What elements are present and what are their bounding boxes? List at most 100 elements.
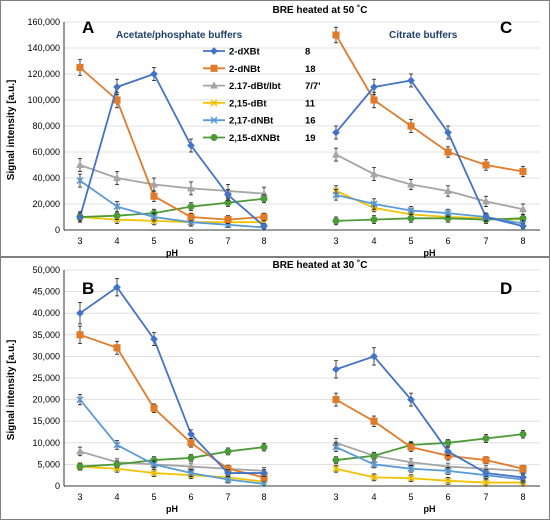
top-y-tick-label: 0 [55, 225, 60, 235]
panel-a-x-tick-label: 7 [225, 236, 230, 246]
panel-a-data-point [260, 222, 268, 231]
panel-d-data-point [370, 352, 378, 361]
panel-b-data-point [187, 454, 195, 462]
panel-a-data-point [75, 160, 85, 169]
top-y-tick-label: 20,000 [32, 199, 60, 209]
panel-a-data-point [113, 203, 121, 211]
panel-a-x-tick-label: 8 [261, 236, 266, 246]
panel-d-x-tick-label: 7 [483, 492, 488, 502]
panel-b-data-point [76, 463, 84, 471]
top-heading: BRE heated at 50 ˚C [272, 4, 367, 16]
panel-a-x-tick-label: 5 [151, 236, 156, 246]
legend-item: 2,15-dXNBt 19 [203, 133, 316, 144]
legend: 2-dXBt 8 2-dNBt 18 2.17-dBt/Ibt 7/7' 2,15-dBt 1… [203, 47, 320, 144]
panel-d-data-point [444, 439, 452, 447]
panel-d-x-tick-label: 3 [333, 492, 338, 502]
citrate-heading: Citrate buffers [389, 30, 458, 41]
panel-c-data-point [407, 122, 415, 130]
panel-d-data-point [444, 467, 452, 475]
legend-item: 2-dXBt 8 [203, 47, 310, 58]
panel-b-data-point [76, 396, 84, 404]
panel-d-data-point [370, 452, 378, 460]
text-layer: BRE heated at 50 ˚C BRE heated at 30 ˚C … [6, 4, 526, 514]
panel-a-series-line [79, 216, 264, 224]
panel-d-data-point [482, 434, 490, 443]
panel-c-data-point [407, 76, 415, 85]
panel-c-data-point [444, 128, 452, 137]
legend-number: 8 [305, 47, 310, 58]
panel-c-data-point [443, 186, 453, 195]
bottom-heading: BRE heated at 30 ˚C [272, 259, 367, 271]
panel-a-data-point [112, 173, 122, 182]
panel-b-data-point [76, 309, 84, 318]
y-axis-label-top: Signal intensity [a.u.] [6, 80, 17, 181]
legend-swatch-marker [210, 64, 218, 72]
panel-d-data-point [407, 465, 415, 473]
legend-number: 18 [305, 64, 316, 75]
panel-b-data-point [260, 443, 268, 451]
panel-a-data-point [113, 83, 121, 91]
panel-b-data-point [113, 344, 121, 352]
bottom-y-tick-label: 45,000 [32, 287, 60, 297]
legend-number: 7/7' [305, 81, 320, 92]
panel-b-x-tick-label: 3 [77, 492, 82, 502]
panel-d-series-line [335, 467, 523, 484]
panel-d-letter: D [500, 279, 512, 298]
panel-d-data-point [370, 460, 378, 468]
panel-b-data-point [76, 331, 84, 339]
panel-b-data-point [113, 283, 121, 292]
acetate-heading: Acetate/phosphate buffers [116, 30, 243, 41]
panel-c-data-point [444, 148, 452, 156]
panel-c-series [332, 73, 527, 231]
panel-d-data-point [332, 443, 340, 451]
top-y-tick-label: 80,000 [32, 121, 60, 131]
panel-d-data-point [332, 396, 340, 404]
legend-label: 2-dXBt [229, 47, 260, 58]
panel-b-series-line [79, 399, 265, 485]
panel-a-series-line [79, 66, 265, 221]
panel-a-data-point [76, 63, 84, 72]
legend-swatch-marker [210, 116, 218, 124]
panel-a-data-point [76, 177, 84, 185]
panel-d-series-line [335, 441, 524, 472]
panel-c-data-point [331, 150, 341, 158]
legend-label: 2,15-dXNBt [229, 133, 281, 144]
panel-c-data-point [370, 216, 378, 224]
panel-c-x-axis-label: pH [424, 248, 436, 258]
panel-b-data-point [260, 469, 268, 477]
legend-number: 19 [305, 133, 316, 144]
panel-d-series-line [335, 446, 524, 481]
panel-b-data-point [150, 469, 158, 477]
panel-c-series-line [335, 79, 524, 227]
panel-c-data-point [406, 180, 416, 188]
panel-c-data-point [407, 214, 415, 222]
series-layer [75, 26, 528, 488]
panel-a-data-point [224, 190, 232, 199]
panel-c-data-point [370, 96, 378, 104]
legend-swatch-marker [210, 99, 218, 107]
legend-label: 2-dNBt [229, 64, 261, 75]
legend-swatch-marker [209, 81, 219, 89]
panel-a-x-tick-label: 3 [77, 236, 82, 246]
panel-c-series-line [335, 34, 524, 173]
panel-c-data-point [482, 213, 490, 221]
top-y-tick-label: 160,000 [27, 17, 60, 27]
panel-b-data-point [150, 460, 158, 468]
panel-c-x-tick-label: 7 [483, 236, 488, 246]
panel-c-x-tick-label: 3 [333, 236, 338, 246]
panel-c-data-point [369, 169, 379, 178]
panel-c-data-point [332, 31, 340, 39]
top-y-tick-label: 100,000 [27, 95, 60, 105]
bottom-y-tick-label: 15,000 [32, 416, 60, 426]
legend-label: 2.17-dBt/Ibt [229, 81, 282, 92]
panel-a-data-point [260, 195, 268, 203]
panel-a-x-tick-label: 4 [114, 236, 119, 246]
panel-c-data-point [518, 204, 528, 213]
panel-c-x-tick-label: 5 [408, 236, 413, 246]
panel-c-x-tick-label: 4 [371, 236, 376, 246]
panel-a-data-point [149, 180, 159, 188]
panel-a-data-point [150, 70, 158, 78]
panel-d-data-point [482, 478, 490, 487]
